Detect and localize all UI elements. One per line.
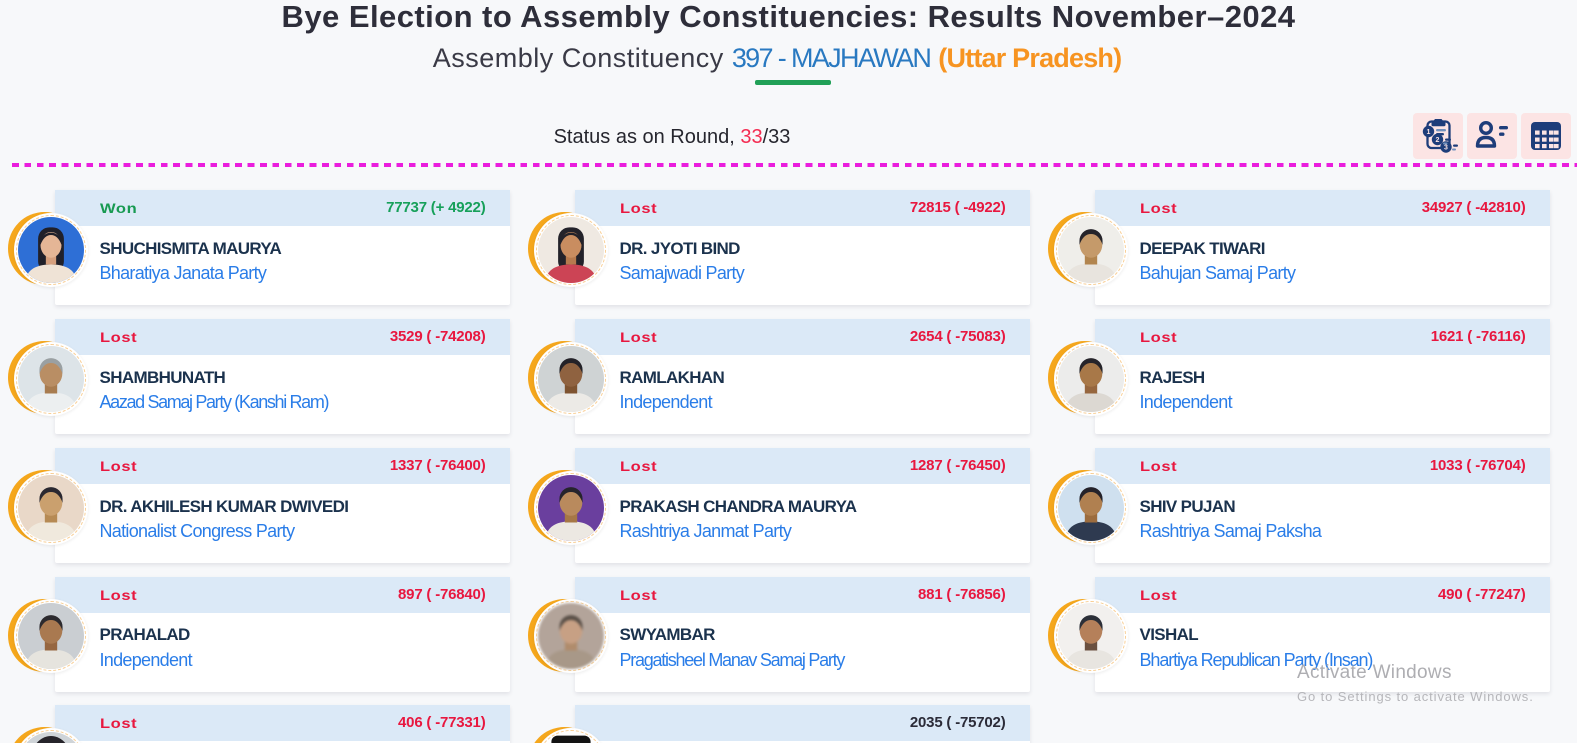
svg-text:1: 1 [1427, 129, 1431, 136]
svg-text:2: 2 [1436, 137, 1440, 144]
svg-text:3: 3 [1444, 145, 1448, 152]
